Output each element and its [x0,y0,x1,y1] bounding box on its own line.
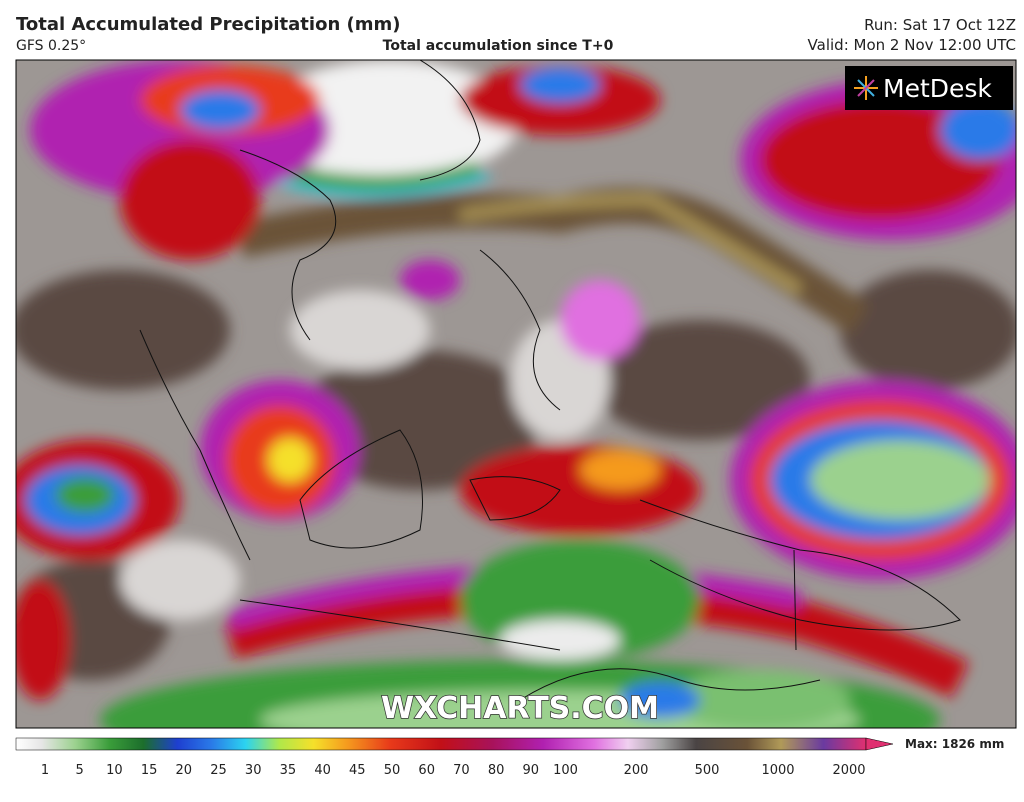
model: GFS 0.25° [16,38,86,54]
subtitle: Total accumulation since T+0 [383,38,614,54]
colorbar-label: 90 [523,763,540,778]
watermark: WXCHARTS.COM [381,691,659,726]
colorbar-label: 40 [314,763,331,778]
colorbar-label: 15 [141,763,158,778]
map: MetDesk WXCHARTS.COM [16,60,1016,728]
colorbar-label: 70 [453,763,470,778]
logo-text: MetDesk [883,74,992,103]
title: Total Accumulated Precipitation (mm) [16,14,401,35]
colorbar-label: 80 [488,763,505,778]
colorbar-label: 20 [176,763,193,778]
colorbar: Max: 1826 mm 1 5 10 15 20 25 30 35 40 45 50 60 70 80 9… [15,737,1004,778]
colorbar-label: 1 [41,763,49,778]
colorbar-label: 60 [418,763,435,778]
max-label: Max: 1826 mm [905,737,1004,751]
logo: MetDesk [845,66,1013,110]
colorbar-label: 200 [624,763,649,778]
colorbar-label: 25 [210,763,227,778]
run-time: Run: Sat 17 Oct 12Z [864,16,1016,34]
colorbar-label: 100 [553,763,578,778]
colorbar-label: 45 [349,763,366,778]
colorbar-label: 30 [245,763,262,778]
colorbar-label: 2000 [832,763,865,778]
colorbar-label: 1000 [761,763,794,778]
colorbar-label: 10 [106,763,123,778]
colorbar-label: 35 [280,763,297,778]
colorbar-label: 5 [76,763,84,778]
map-frame [15,59,1017,729]
valid-time: Valid: Mon 2 Nov 12:00 UTC [808,36,1016,54]
colorbar-label: 500 [695,763,720,778]
colorbar-label: 50 [384,763,401,778]
